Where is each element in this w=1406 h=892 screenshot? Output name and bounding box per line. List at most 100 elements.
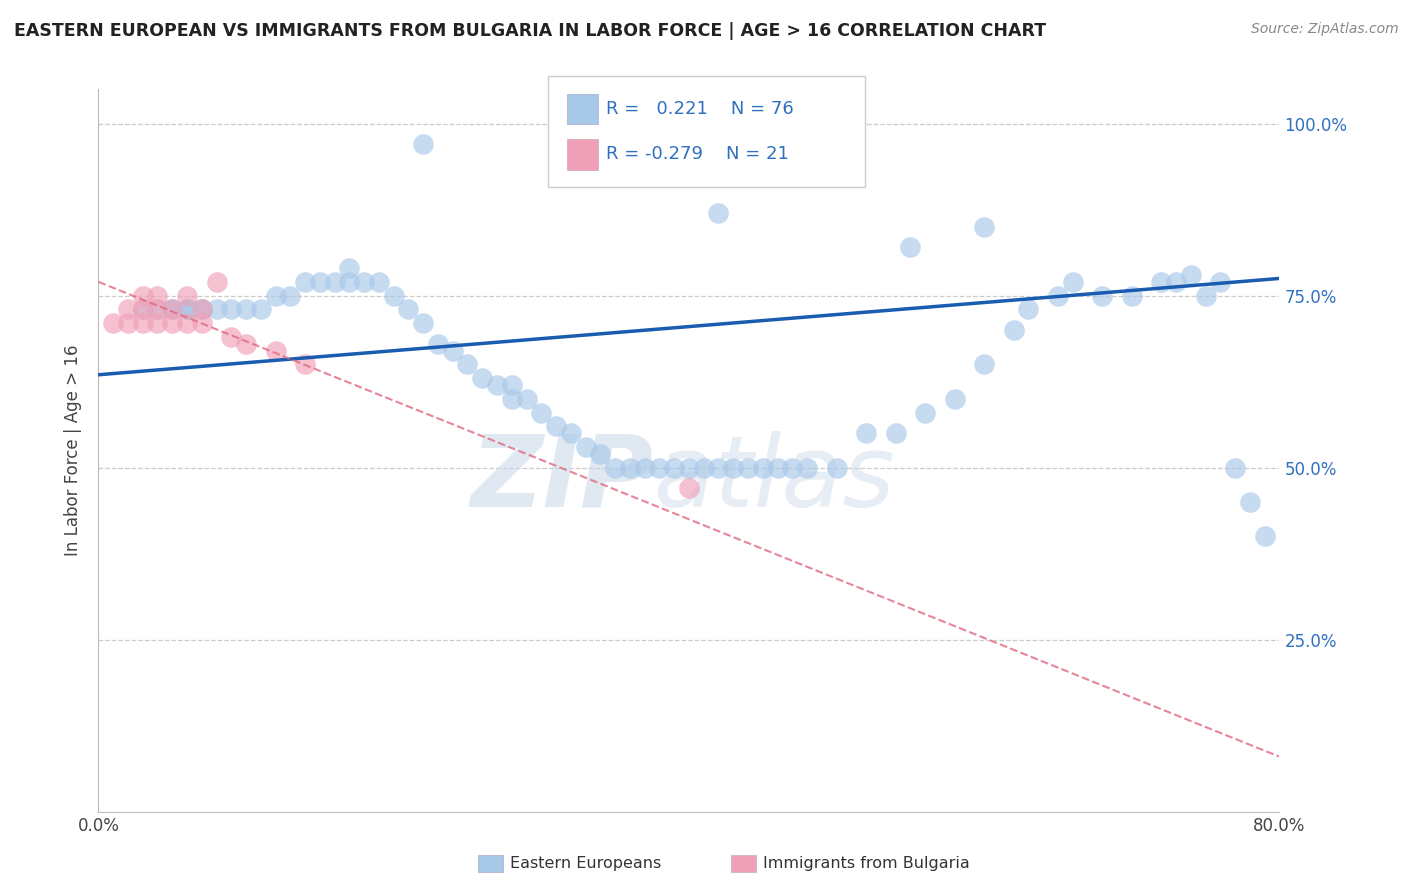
Point <box>1254 529 1277 543</box>
Text: Source: ZipAtlas.com: Source: ZipAtlas.com <box>1251 22 1399 37</box>
Point <box>132 302 155 317</box>
Text: EASTERN EUROPEAN VS IMMIGRANTS FROM BULGARIA IN LABOR FORCE | AGE > 16 CORRELATI: EASTERN EUROPEAN VS IMMIGRANTS FROM BULG… <box>14 22 1046 40</box>
Point <box>382 288 405 302</box>
Point <box>634 460 657 475</box>
Point <box>678 481 700 495</box>
Point <box>191 302 214 317</box>
Point <box>943 392 966 406</box>
Point <box>205 275 228 289</box>
Point <box>264 288 287 302</box>
Point <box>103 316 125 330</box>
Point <box>619 460 641 475</box>
Point <box>707 206 730 220</box>
Point <box>132 302 155 317</box>
Point <box>339 275 361 289</box>
Point <box>516 392 538 406</box>
Point <box>162 302 183 317</box>
Point <box>530 406 553 420</box>
Point <box>176 302 198 317</box>
Point <box>146 302 169 317</box>
Point <box>162 302 183 317</box>
Point <box>457 358 479 372</box>
Point <box>339 261 361 276</box>
Point <box>1150 275 1173 289</box>
Point <box>1195 288 1218 302</box>
Point <box>589 447 612 461</box>
Point <box>900 240 922 254</box>
Point <box>766 460 789 475</box>
Point <box>678 460 700 475</box>
Point <box>146 316 169 330</box>
Point <box>546 419 568 434</box>
Point <box>664 460 686 475</box>
Point <box>162 302 183 317</box>
Point <box>176 302 198 317</box>
Point <box>1225 460 1247 475</box>
Point <box>176 316 198 330</box>
Text: Eastern Europeans: Eastern Europeans <box>510 856 662 871</box>
Text: atlas: atlas <box>654 431 896 528</box>
Point <box>575 440 598 454</box>
Point <box>117 302 139 317</box>
Y-axis label: In Labor Force | Age > 16: In Labor Force | Age > 16 <box>65 344 83 557</box>
Text: ZIP: ZIP <box>471 431 654 528</box>
Point <box>1209 275 1232 289</box>
Point <box>146 288 169 302</box>
Point <box>884 426 907 441</box>
Point <box>176 302 198 317</box>
Text: Immigrants from Bulgaria: Immigrants from Bulgaria <box>763 856 970 871</box>
Point <box>191 316 214 330</box>
Point <box>191 302 214 317</box>
Point <box>368 275 391 289</box>
Point <box>191 302 214 317</box>
Point <box>1180 268 1202 282</box>
Point <box>825 460 848 475</box>
Point <box>1091 288 1114 302</box>
Point <box>1062 275 1084 289</box>
Point <box>441 343 464 358</box>
Point <box>707 460 730 475</box>
Point <box>1166 275 1188 289</box>
Point <box>398 302 420 317</box>
Point <box>914 406 936 420</box>
Point <box>1018 302 1040 317</box>
Point <box>323 275 346 289</box>
Point <box>973 358 995 372</box>
Point <box>146 302 169 317</box>
Point <box>471 371 494 385</box>
Point <box>782 460 804 475</box>
Point <box>501 378 523 392</box>
Point <box>412 316 434 330</box>
Point <box>1046 288 1070 302</box>
Point <box>235 336 257 351</box>
Point <box>132 316 155 330</box>
Text: R =   0.221    N = 76: R = 0.221 N = 76 <box>606 100 794 118</box>
Point <box>221 330 243 344</box>
Point <box>250 302 273 317</box>
Point <box>427 336 450 351</box>
Point <box>1002 323 1025 337</box>
Point <box>132 288 155 302</box>
Point <box>117 316 139 330</box>
Point <box>294 358 316 372</box>
Point <box>796 460 818 475</box>
Point <box>501 392 523 406</box>
Point <box>264 343 287 358</box>
Point <box>752 460 775 475</box>
Text: R = -0.279    N = 21: R = -0.279 N = 21 <box>606 145 789 163</box>
Point <box>235 302 257 317</box>
Point <box>221 302 243 317</box>
Point <box>648 460 671 475</box>
Point <box>605 460 627 475</box>
Point <box>855 426 877 441</box>
Point <box>693 460 716 475</box>
Point <box>723 460 745 475</box>
Point <box>1239 495 1261 509</box>
Point <box>205 302 228 317</box>
Point <box>280 288 302 302</box>
Point <box>1121 288 1143 302</box>
Point <box>353 275 375 289</box>
Point <box>176 288 198 302</box>
Point <box>973 219 995 234</box>
Point <box>486 378 509 392</box>
